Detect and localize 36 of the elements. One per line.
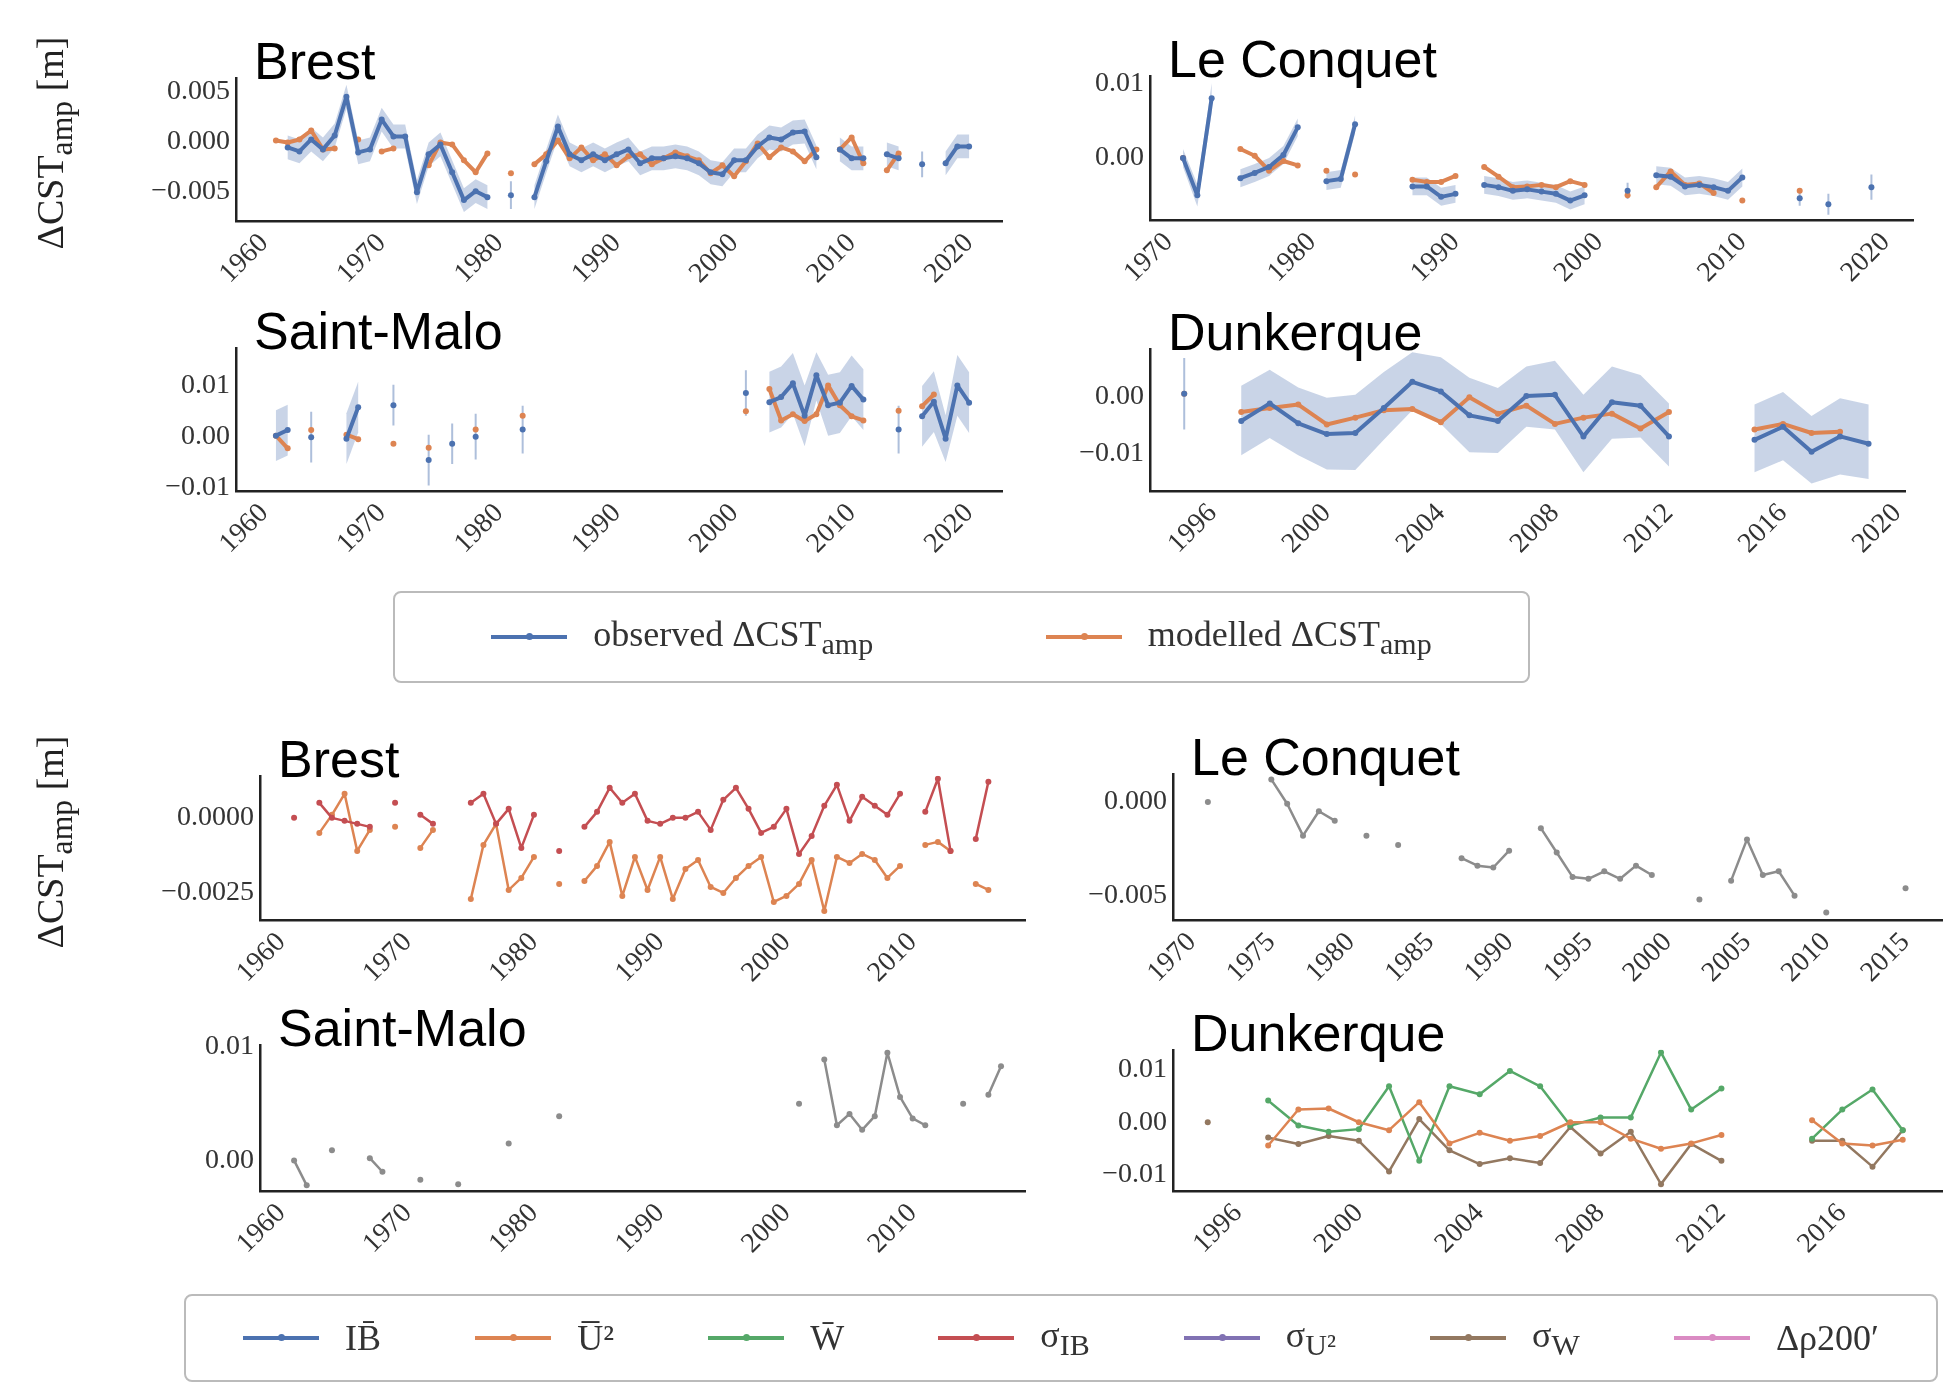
chart-title: Brest <box>278 730 400 788</box>
chart-title: Saint-Malo <box>254 302 503 360</box>
y-tick-label: 0.01 <box>205 1029 254 1061</box>
legend-label: Δρ200′ <box>1775 1317 1879 1359</box>
y-tick-label: 0.01 <box>1118 1051 1167 1083</box>
y-tick-label: −0.005 <box>1088 877 1167 909</box>
y-tick-label: 0.0000 <box>177 800 254 832</box>
legend-label: σ$_{IB}$ <box>1040 1313 1090 1363</box>
chart-title: Le Conquet <box>1191 728 1460 786</box>
legend-label: IB̄ <box>345 1317 382 1359</box>
legend-label: σ$_{U²}$ <box>1285 1313 1336 1363</box>
y-tick-label: −0.01 <box>165 469 230 501</box>
y-tick-label: 0.00 <box>181 419 230 451</box>
y-tick-label: −0.01 <box>1079 435 1144 467</box>
y-tick-label: 0.000 <box>1104 784 1167 816</box>
y-tick-label: −0.01 <box>1102 1157 1167 1189</box>
chart-title: Saint-Malo <box>278 999 527 1057</box>
y-tick-label: 0.00 <box>1095 378 1144 410</box>
y-tick-label: 0.01 <box>1095 65 1144 97</box>
chart-title: Brest <box>254 32 376 90</box>
legend-label: σ$_{W}$ <box>1532 1313 1580 1363</box>
legend-label: modelled ΔCST$_{amp}$ <box>1147 612 1432 662</box>
y-tick-label: 0.005 <box>167 74 230 106</box>
y-tick-label: −0.005 <box>151 173 230 205</box>
legend-label: U̅² <box>577 1317 614 1359</box>
chart-title: Dunkerque <box>1191 1004 1446 1062</box>
y-tick-label: 0.000 <box>167 123 230 155</box>
legend-label: W̄ <box>810 1317 845 1359</box>
y-tick-label: 0.00 <box>205 1142 254 1174</box>
y-tick-label: 0.01 <box>181 368 230 400</box>
y-tick-label: 0.00 <box>1118 1104 1167 1136</box>
chart-title: Dunkerque <box>1168 303 1423 361</box>
chart-title: Le Conquet <box>1168 30 1437 88</box>
legend-label: observed ΔCST$_{amp}$ <box>593 612 874 662</box>
y-tick-label: 0.00 <box>1095 140 1144 172</box>
y-tick-label: −0.0025 <box>161 875 254 907</box>
